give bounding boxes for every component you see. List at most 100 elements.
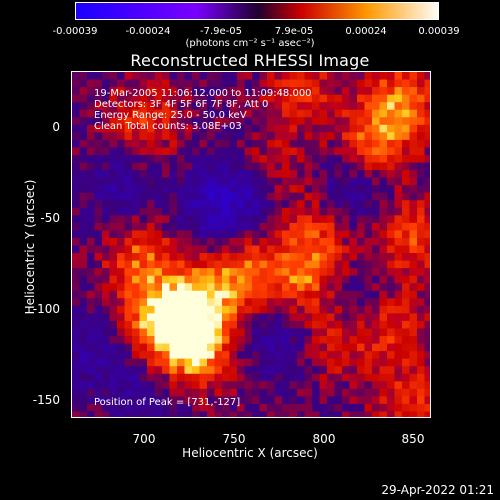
- heatmap-cell: [289, 200, 298, 209]
- heatmap-cell: [102, 139, 110, 148]
- heatmap-cell: [109, 177, 118, 186]
- heatmap-cell: [252, 320, 260, 329]
- heatmap-cell: [379, 351, 388, 360]
- heatmap-cell: [184, 177, 193, 186]
- heatmap-cell: [222, 102, 230, 111]
- heatmap-cell: [327, 192, 335, 201]
- heatmap-cell: [304, 275, 313, 284]
- heatmap-cell: [222, 260, 230, 269]
- heatmap-cell: [244, 268, 253, 277]
- heatmap-cell: [424, 230, 430, 239]
- heatmap-cell: [417, 222, 425, 231]
- heatmap-cell: [87, 72, 95, 80]
- heatmap-cell: [214, 177, 223, 186]
- heatmap-cell: [229, 124, 238, 133]
- heatmap-cell: [312, 373, 320, 382]
- heatmap-cell: [319, 147, 328, 156]
- heatmap-cell: [214, 275, 223, 284]
- heatmap-cell: [192, 237, 200, 246]
- heatmap-cell: [72, 381, 80, 390]
- heatmap-cell: [229, 147, 238, 156]
- heatmap-cell: [297, 260, 305, 269]
- heatmap-cell: [424, 320, 430, 329]
- heatmap-cell: [229, 132, 238, 141]
- heatmap-cell: [357, 381, 365, 390]
- heatmap-cell: [259, 381, 268, 390]
- heatmap-cell: [117, 260, 125, 269]
- heatmap-cell: [267, 268, 275, 277]
- heatmap-cell: [109, 192, 118, 201]
- heatmap-cell: [222, 381, 230, 390]
- heatmap-cell: [402, 260, 410, 269]
- heatmap-cell: [327, 320, 335, 329]
- heatmap-cell: [312, 200, 320, 209]
- heatmap-cell: [394, 162, 403, 171]
- heatmap-cell: [282, 117, 290, 126]
- heatmap-cell: [364, 245, 373, 254]
- heatmap-cell: [199, 72, 208, 80]
- heatmap-cell: [334, 275, 343, 284]
- heatmap-cell: [244, 373, 253, 382]
- heatmap-cell: [124, 200, 133, 209]
- heatmap-cell: [139, 411, 148, 417]
- heatmap-cell: [319, 396, 328, 405]
- heatmap-cell: [199, 109, 208, 118]
- heatmap-cell: [282, 298, 290, 307]
- heatmap-cell: [252, 170, 260, 179]
- heatmap-cell: [102, 170, 110, 179]
- heatmap-cell: [124, 222, 133, 231]
- heatmap-cell: [304, 396, 313, 405]
- heatmap-cell: [379, 260, 388, 269]
- heatmap-cell: [154, 124, 163, 133]
- heatmap-cell: [282, 109, 290, 118]
- heatmap-cell: [327, 343, 335, 352]
- heatmap-cell: [199, 268, 208, 277]
- heatmap-cell: [267, 343, 275, 352]
- heatmap-cell: [357, 320, 365, 329]
- heatmap-cell: [402, 366, 410, 375]
- heatmap-cell: [327, 260, 335, 269]
- heatmap-cell: [409, 381, 418, 390]
- heatmap-cell: [282, 177, 290, 186]
- heatmap-cell: [342, 320, 350, 329]
- heatmap-cell: [214, 253, 223, 261]
- heatmap-cell: [252, 298, 260, 307]
- heatmap-cell: [394, 366, 403, 375]
- heatmap-cell: [387, 139, 395, 148]
- heatmap-cell: [244, 102, 253, 111]
- heatmap-cell: [177, 388, 185, 397]
- heatmap-cell: [169, 170, 178, 179]
- heatmap-cell: [364, 253, 373, 261]
- heatmap-cell: [289, 351, 298, 360]
- heatmap-cell: [364, 320, 373, 329]
- heatmap-cell: [229, 245, 238, 254]
- heatmap-cell: [132, 117, 140, 126]
- heatmap-cell: [312, 275, 320, 284]
- heatmap-cell: [372, 170, 380, 179]
- heatmap-cell: [274, 87, 283, 96]
- heatmap-cell: [169, 132, 178, 141]
- heatmap-cell: [357, 230, 365, 239]
- heatmap-cell: [94, 320, 103, 329]
- heatmap-cell: [417, 366, 425, 375]
- heatmap-cell: [357, 336, 365, 344]
- heatmap-cell: [402, 87, 410, 96]
- heatmap-cell: [259, 94, 268, 103]
- heatmap-cell: [334, 268, 343, 277]
- heatmap-cell: [282, 283, 290, 292]
- heatmap-cell: [252, 237, 260, 246]
- heatmap-cell: [319, 358, 328, 367]
- heatmap-cell: [312, 305, 320, 314]
- heatmap-cell: [334, 124, 343, 133]
- heatmap-cell: [372, 177, 380, 186]
- heatmap-cell: [237, 177, 245, 186]
- heatmap-cell: [417, 230, 425, 239]
- heatmap-cell: [192, 268, 200, 277]
- heatmap-cell: [124, 253, 133, 261]
- heatmap-cell: [139, 373, 148, 382]
- heatmap-cell: [132, 305, 140, 314]
- heatmap-cell: [79, 290, 88, 299]
- heatmap-cell: [424, 351, 430, 360]
- heatmap-cell: [147, 72, 155, 80]
- heatmap-cell: [169, 328, 178, 337]
